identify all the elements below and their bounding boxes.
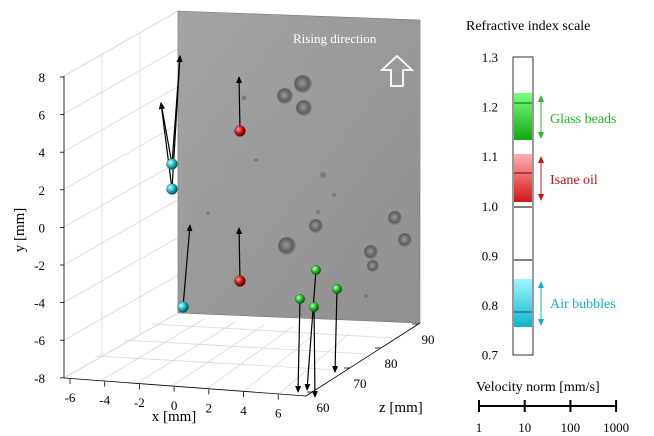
velocity-arrow xyxy=(236,227,243,282)
oil-droplet-1 xyxy=(234,125,246,137)
x-tick-label: 4 xyxy=(240,403,247,418)
shadow-blobs xyxy=(206,75,412,299)
velocity-scale-title: Velocity norm [mm/s] xyxy=(476,380,600,395)
rising-direction-label: Rising direction xyxy=(293,31,377,46)
glass-bead-3 xyxy=(309,302,319,312)
velocity-arrow xyxy=(304,269,317,391)
image-plane: Rising direction xyxy=(177,10,421,324)
glass-beads-band xyxy=(514,93,532,140)
glass-bead-2 xyxy=(295,294,305,304)
refractive-tick-label: 0.7 xyxy=(482,348,499,363)
velocity-arrow xyxy=(182,224,193,308)
velocity-arrow xyxy=(158,102,173,190)
refractive-scale-title: Refractive index scale xyxy=(466,19,590,34)
x-axis-label: x [mm] xyxy=(152,409,197,425)
y-axis-label: y [mm] xyxy=(12,208,28,253)
refractive-index-scale: Refractive index scale 1.3 1.2 1.1 1.0 0.9 0.… xyxy=(466,19,617,363)
y-tick-label: 0 xyxy=(39,220,46,235)
velocity-tick-label: 100 xyxy=(561,420,581,435)
rising-direction-arrow-icon xyxy=(379,54,415,87)
y-tick-label: 4 xyxy=(39,145,46,160)
air-bubble-2 xyxy=(166,183,178,195)
air-bubble-1 xyxy=(166,158,178,170)
velocity-arrow xyxy=(295,298,302,393)
x-tick-label: -4 xyxy=(99,393,110,408)
velocity-arrow xyxy=(332,288,339,373)
y-tick-label: 2 xyxy=(39,183,46,198)
y-tick-label: -6 xyxy=(34,333,45,348)
z-tick-label: 80 xyxy=(385,356,398,371)
z-axis-label: z [mm] xyxy=(379,400,423,416)
particles xyxy=(166,125,342,313)
air-bubbles-label: Air bubbles xyxy=(550,297,616,312)
velocity-tick-label: 1 xyxy=(476,420,483,435)
x-tick-label: -6 xyxy=(65,390,76,405)
z-tick-label: 90 xyxy=(422,332,435,347)
velocity-arrow xyxy=(236,76,243,132)
glass-bead-1 xyxy=(311,265,321,275)
y-tick-label: -2 xyxy=(34,258,45,273)
x-tick-label: 0 xyxy=(171,398,178,413)
y-tick-label: 6 xyxy=(39,108,46,123)
z-tick-label: 60 xyxy=(317,400,330,415)
refractive-tick-label: 0.9 xyxy=(482,248,498,263)
velocity-tick-label: 1000 xyxy=(603,420,629,435)
refractive-tick-label: 0.8 xyxy=(482,298,498,313)
velocity-arrow xyxy=(311,306,318,398)
z-axis: 60 70 80 90 z [mm] xyxy=(305,322,435,416)
glass-beads-label: Glass beads xyxy=(550,112,617,127)
air-bubble-3 xyxy=(177,301,189,313)
isane-oil-band xyxy=(514,154,532,202)
refractive-tick-label: 1.1 xyxy=(482,149,498,164)
y-tick-label: -4 xyxy=(34,296,45,311)
x-axis: -6 -4 -2 0 2 4 6 x [mm] xyxy=(63,377,307,425)
velocity-tick-label: 10 xyxy=(518,420,531,435)
air-bubbles-band xyxy=(514,279,532,327)
x-tick-label: 2 xyxy=(206,400,213,415)
refractive-tick-label: 1.0 xyxy=(482,199,498,214)
y-tick-label: -8 xyxy=(34,371,45,386)
oil-droplet-2 xyxy=(234,275,246,287)
x-tick-label: 6 xyxy=(275,406,282,421)
velocity-norm-scale: Velocity norm [mm/s] 1 10 100 1000 xyxy=(476,380,629,435)
z-tick-label: 70 xyxy=(354,376,367,391)
glass-bead-4 xyxy=(332,284,342,294)
x-tick-label: -2 xyxy=(134,395,145,410)
refractive-tick-label: 1.3 xyxy=(482,50,498,65)
y-tick-label: 8 xyxy=(39,70,46,85)
refractive-tick-label: 1.2 xyxy=(482,100,498,115)
isane-oil-label: Isane oil xyxy=(550,173,598,188)
y-axis: 8 6 4 2 0 -2 -4 -6 -8 y [mm] xyxy=(12,70,65,386)
